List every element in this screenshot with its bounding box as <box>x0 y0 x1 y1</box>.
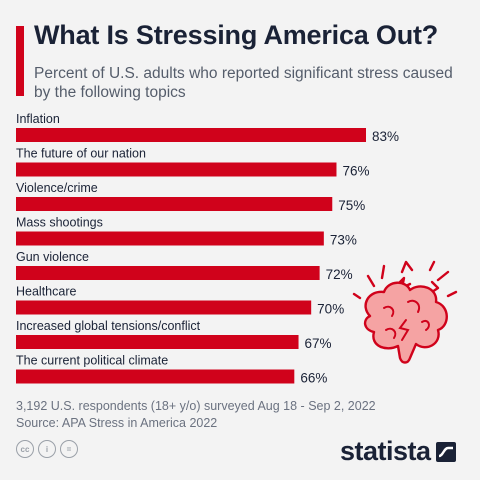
bar <box>16 300 312 315</box>
value-label: 83% <box>372 129 399 144</box>
no-derivatives-icon[interactable]: = <box>60 440 78 458</box>
bar <box>16 369 295 384</box>
attribution-icon[interactable]: i <box>38 440 56 458</box>
bar <box>16 197 333 211</box>
source-note: Source: APA Stress in America 2022 <box>16 416 218 430</box>
value-label: 67% <box>305 336 332 351</box>
bar-chart: Inflation 83% The future of our nation 76% V… <box>16 112 399 386</box>
chart-title: What Is Stressing America Out? <box>34 20 439 50</box>
category-label: Violence/crime <box>16 181 98 195</box>
brand-logo[interactable]: statista <box>340 436 456 467</box>
brand-name: statista <box>340 436 431 466</box>
chart-subtitle: Percent of U.S. adults who reported sign… <box>34 65 453 101</box>
value-label: 66% <box>300 371 327 386</box>
category-label: Gun violence <box>16 250 89 264</box>
stressed-brain-icon <box>352 260 458 364</box>
value-label: 75% <box>338 198 365 213</box>
category-label: Increased global tensions/conflict <box>16 319 201 333</box>
bar <box>16 162 337 177</box>
footnote: 3,192 U.S. respondents (18+ y/o) surveye… <box>16 398 376 432</box>
category-label: The current political climate <box>16 354 168 368</box>
statista-logo-icon <box>435 441 456 462</box>
bar <box>16 128 366 142</box>
value-label: 72% <box>326 267 353 282</box>
category-label: Inflation <box>16 112 60 126</box>
value-label: 76% <box>342 164 369 179</box>
value-label: 70% <box>317 302 344 317</box>
survey-note: 3,192 U.S. respondents (18+ y/o) surveye… <box>16 399 376 413</box>
bar <box>16 335 299 349</box>
title-accent-bar <box>16 26 24 96</box>
license-icons: cc i = <box>16 440 78 458</box>
category-label: Healthcare <box>16 285 76 299</box>
creative-commons-icon[interactable]: cc <box>16 440 34 458</box>
category-label: Mass shootings <box>16 216 103 230</box>
bar <box>16 266 320 280</box>
bar <box>16 231 324 246</box>
value-label: 73% <box>330 233 357 248</box>
category-label: The future of our nation <box>16 147 146 161</box>
